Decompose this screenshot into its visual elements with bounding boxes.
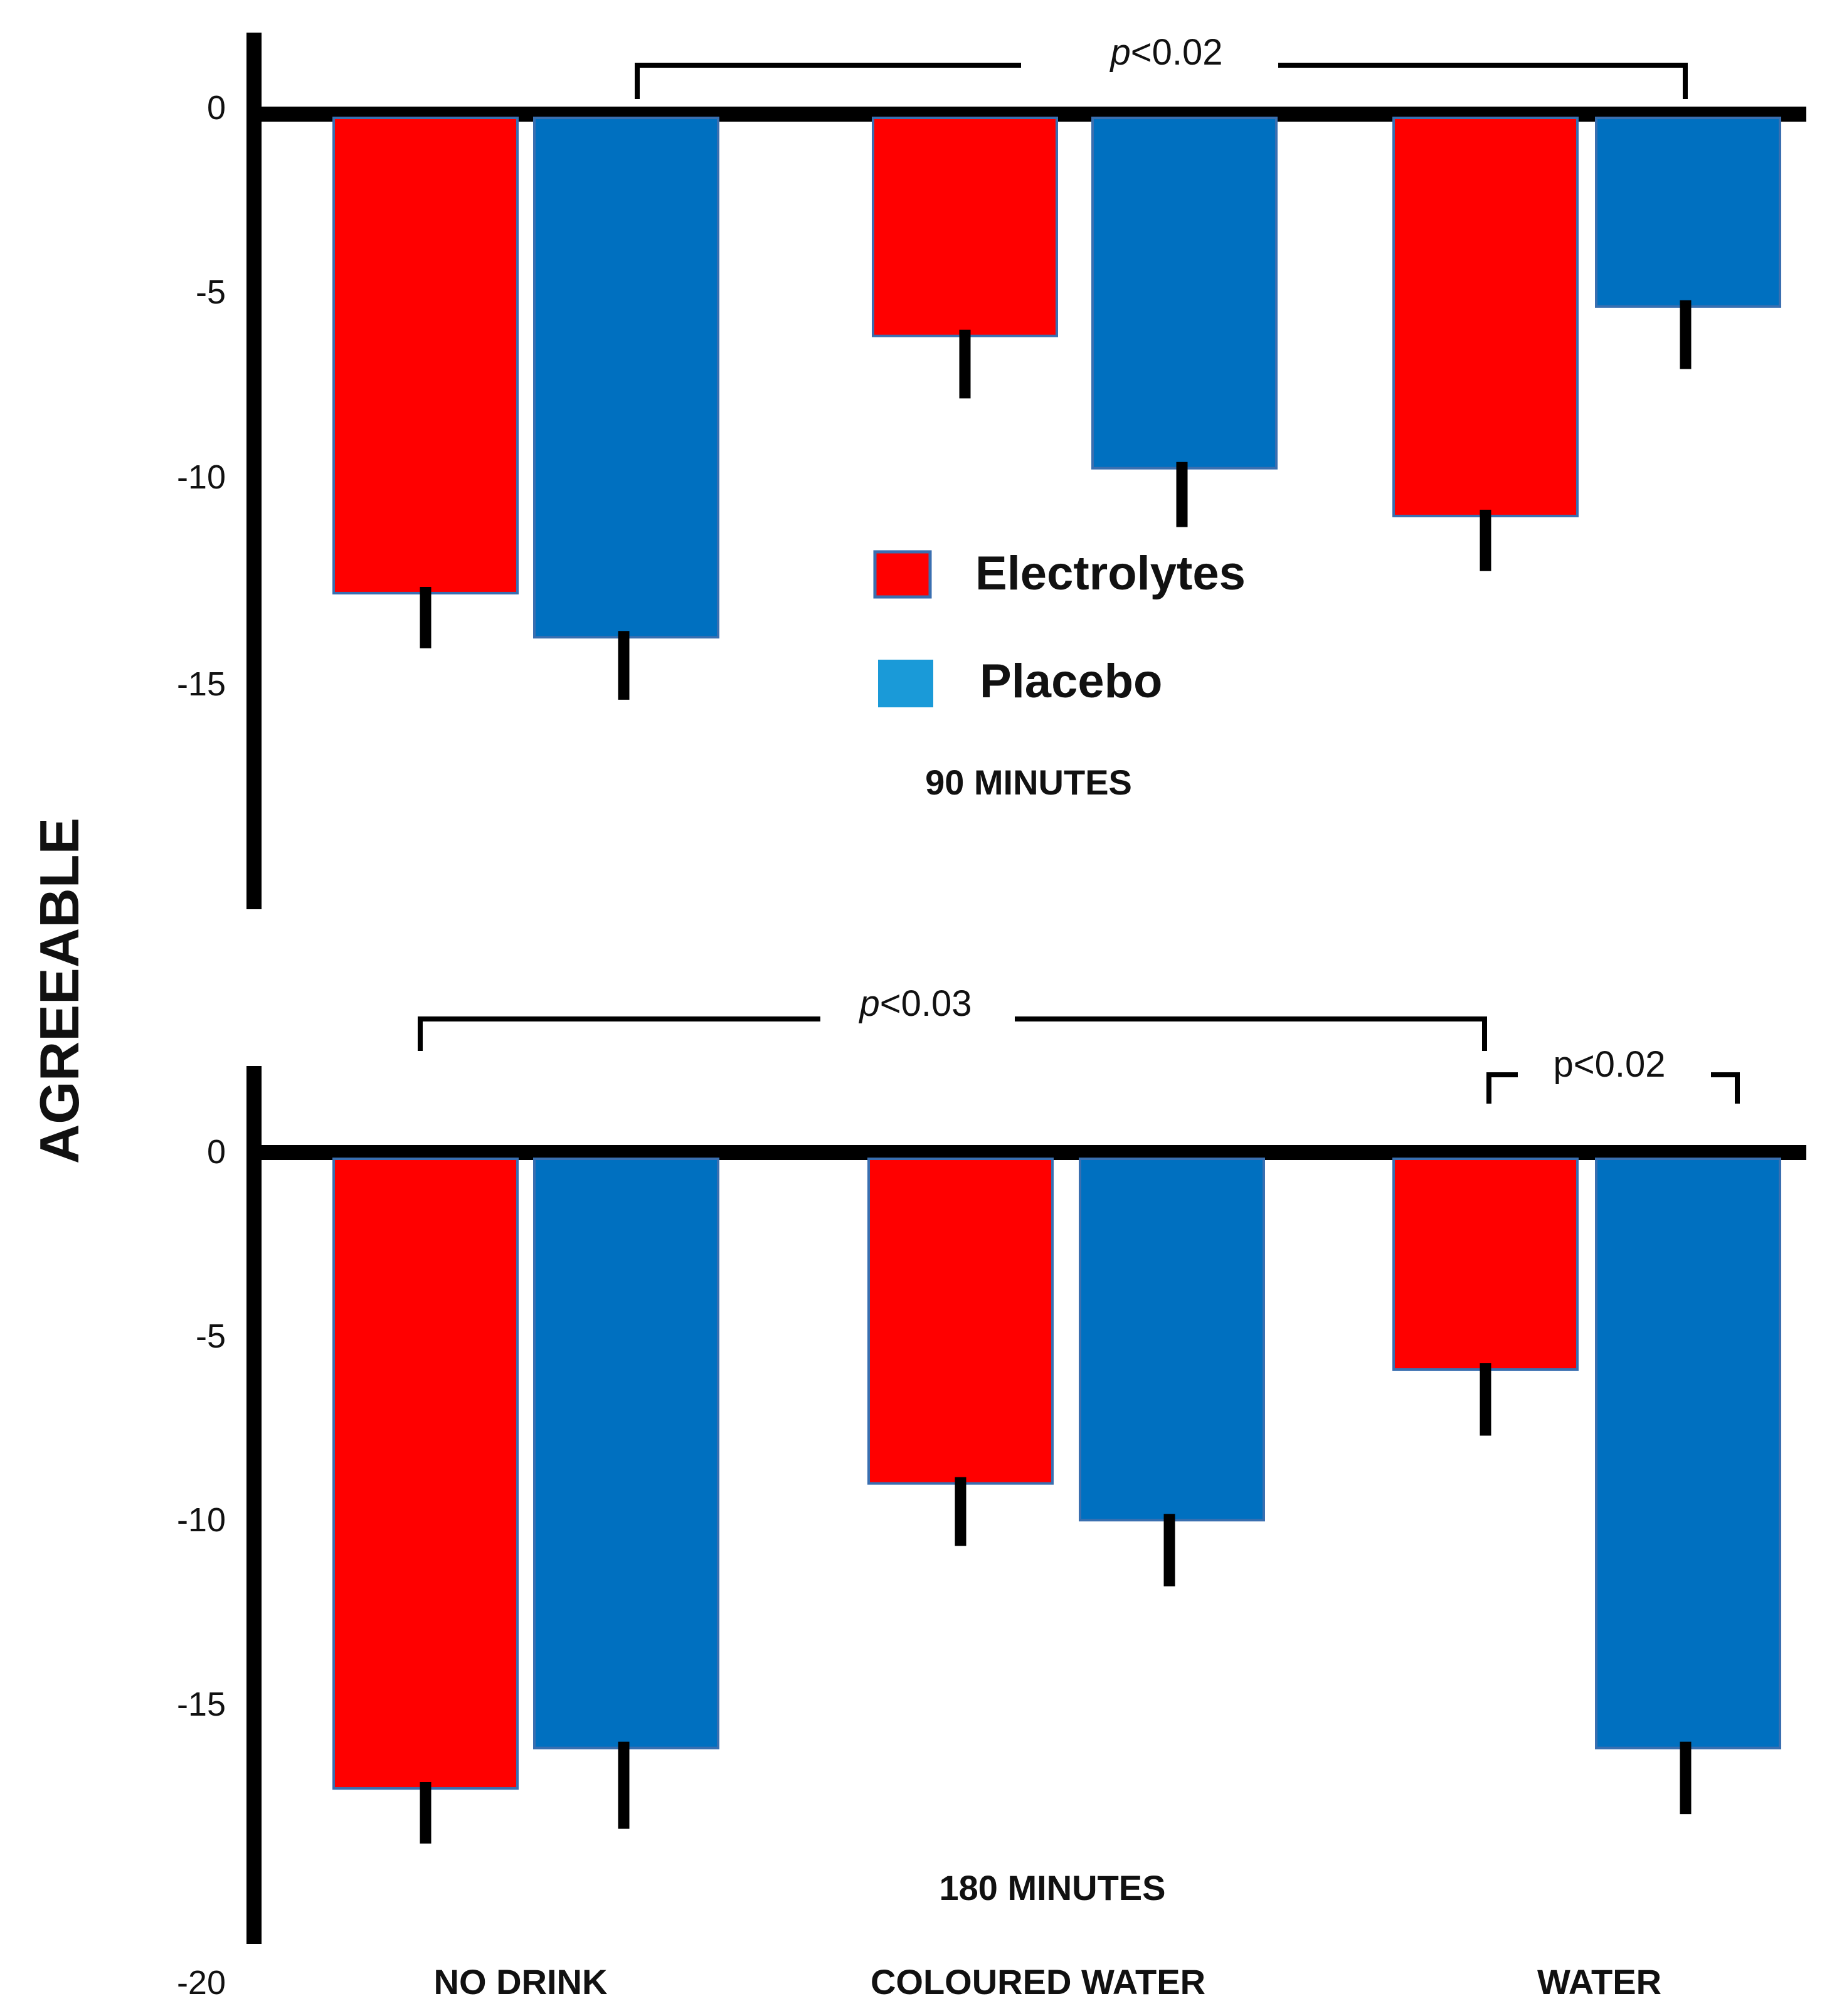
panel-180-tick-0: 0 (207, 1133, 226, 1171)
bar-90-placebo-coloured-water (1091, 117, 1278, 470)
panel-90-tick-0: 0 (207, 89, 226, 127)
bar-90-placebo-water (1595, 117, 1781, 308)
category-label-coloured-water: COLOURED WATER (871, 1962, 1205, 2002)
legend-label-placebo: Placebo (980, 655, 1162, 708)
bar-180-placebo-coloured-water (1079, 1158, 1265, 1522)
y-axis-label: AGREEABLE (28, 818, 90, 1164)
bar-90-electrolytes-water (1392, 117, 1579, 517)
panel-180-tick-minus-20: -20 (177, 1964, 226, 2002)
bar-90-electrolytes-no-drink (332, 117, 519, 594)
panel-180-bracket-2-left (1486, 1072, 1518, 1104)
category-label-water: WATER (1537, 1962, 1661, 2002)
panel-180-bracket-2-right (1711, 1072, 1740, 1104)
panel-90-bracket-left (635, 63, 1021, 99)
panel-90-significance-bracket (635, 63, 1688, 99)
panel-90-significance-label: p<0.02 (1109, 32, 1222, 73)
legend-swatch-placebo (878, 660, 933, 707)
panel-180-tick-minus-5: -5 (196, 1317, 226, 1355)
panel-180-bracket-1-left (418, 1016, 820, 1051)
bar-180-placebo-no-drink (533, 1158, 719, 1749)
legend-label-electrolytes: Electrolytes (975, 547, 1246, 600)
panel-90-bracket-right (1278, 63, 1688, 99)
panel-180-bracket-1-right (1015, 1016, 1487, 1051)
category-label-no-drink: NO DRINK (434, 1962, 608, 2002)
panel-90-tick-minus-5: -5 (196, 273, 226, 311)
panel-180-bars (332, 1158, 1781, 1844)
panel-90-label: 90 MINUTES (925, 763, 1132, 802)
panel-180-label: 180 MINUTES (940, 1868, 1166, 1908)
bar-180-electrolytes-water (1392, 1158, 1579, 1371)
bar-180-placebo-water (1595, 1158, 1781, 1749)
bar-90-placebo-no-drink (533, 117, 719, 639)
legend: Electrolytes Placebo (873, 547, 1246, 708)
panel-90-bars (332, 117, 1781, 700)
panel-180-significance-label-1: p<0.03 (858, 983, 972, 1024)
panel-180-significance-bracket-2 (1486, 1072, 1740, 1104)
panel-90-tick-minus-10: -10 (177, 458, 226, 496)
panel-180-significance-label-2: p<0.02 (1553, 1044, 1665, 1085)
legend-swatch-electrolytes (873, 550, 932, 599)
panel-180-tick-minus-10: -10 (177, 1501, 226, 1539)
bar-180-electrolytes-no-drink (332, 1158, 519, 1790)
panel-90-axes (246, 33, 1806, 909)
panel-90-tick-minus-15: -15 (177, 665, 226, 703)
panel-180-significance-bracket-1 (418, 1016, 1487, 1051)
panel-180-axes (246, 1066, 1806, 1944)
panel-180-tick-minus-15: -15 (177, 1686, 226, 1723)
bar-90-electrolytes-coloured-water (872, 117, 1058, 337)
bar-180-electrolytes-coloured-water (867, 1158, 1054, 1485)
